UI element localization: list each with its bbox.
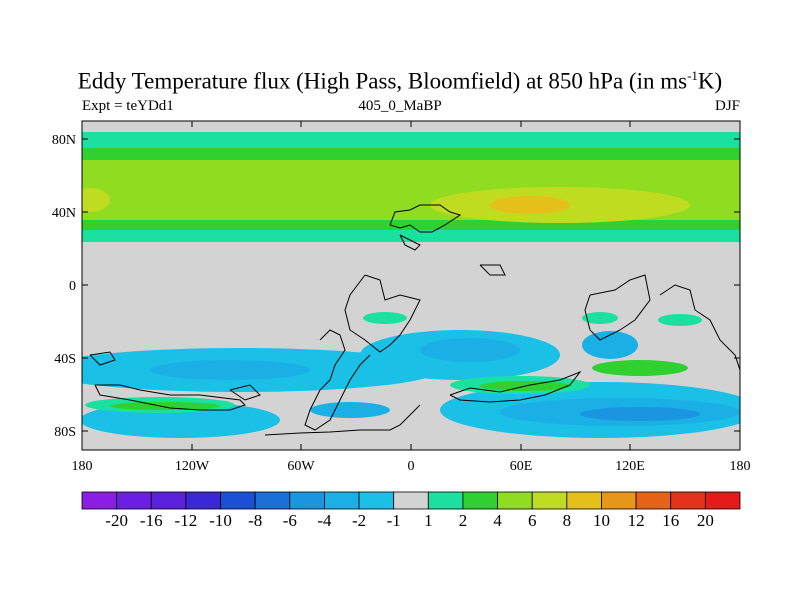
season-label: DJF xyxy=(714,98,740,114)
coastline-island-a xyxy=(89,351,116,366)
colorbar-swatch xyxy=(289,491,325,510)
coastline-arabia xyxy=(479,264,506,276)
lon-label-180e: 180 xyxy=(730,459,751,474)
colorbar-swatch xyxy=(635,491,672,510)
region-pos-2-south xyxy=(110,402,220,410)
colorbar-swatch xyxy=(358,491,395,510)
colorbar-swatch xyxy=(185,491,221,510)
region-neg-4 xyxy=(580,407,700,421)
colorbar-label: -10 xyxy=(209,511,232,530)
coastline-asia-east xyxy=(659,284,740,371)
colorbar-label: 8 xyxy=(563,511,572,530)
colorbar-label: -4 xyxy=(317,511,332,530)
colorbar-label: -8 xyxy=(248,511,262,530)
region-neg-2e xyxy=(310,402,390,418)
colorbar-swatch xyxy=(531,491,568,510)
coastline-india xyxy=(584,274,651,341)
lon-tick-marks xyxy=(81,121,741,450)
colorbar-label: -2 xyxy=(352,511,366,530)
colorbar-swatch xyxy=(427,491,464,510)
colorbar-label: -20 xyxy=(105,511,128,530)
colorbar-label: 12 xyxy=(628,511,645,530)
lat-label-40n: 40N xyxy=(52,206,76,221)
colorbar-swatch xyxy=(116,491,152,510)
colorbar-swatch xyxy=(220,491,256,510)
colorbar-swatch xyxy=(81,491,118,510)
colorbar-swatch xyxy=(393,491,429,510)
region-neg-2c xyxy=(582,331,638,359)
colorbar-swatch xyxy=(462,491,498,510)
region-neg-2 xyxy=(150,360,310,380)
lat-label-80n: 80N xyxy=(52,133,76,148)
coastline-africa xyxy=(344,274,421,353)
lon-label-60w: 60W xyxy=(287,459,315,474)
colorbar-label: 1 xyxy=(424,511,433,530)
lat-label-0: 0 xyxy=(69,279,76,294)
lon-label-180w: 180 xyxy=(72,459,93,474)
colorbar-swatch xyxy=(324,491,360,510)
region-neg-2b xyxy=(420,338,520,362)
colorbar-swatch xyxy=(150,491,187,510)
map-title: Eddy Temperature flux (High Pass, Bloomf… xyxy=(77,68,723,94)
region-pos-1-e xyxy=(658,314,702,326)
colorbar xyxy=(81,491,741,510)
colorbar-label: 20 xyxy=(697,511,714,530)
colorbar-swatch xyxy=(670,491,706,510)
coastline-mediterranean xyxy=(399,234,421,251)
colorbar-label: 6 xyxy=(528,511,537,530)
colorbar-swatch xyxy=(704,491,741,510)
region-pos-1-c xyxy=(363,312,407,324)
lat-label-40s: 40S xyxy=(54,352,76,367)
colorbar-swatch xyxy=(566,491,602,510)
coastline-antarctic-edge xyxy=(94,384,246,411)
map-field xyxy=(82,121,740,450)
lat-label-80s: 80S xyxy=(54,425,76,440)
coastline-south-america xyxy=(304,329,371,431)
colorbar-label: -12 xyxy=(175,511,198,530)
case-label: 405_0_MaBP xyxy=(358,98,442,114)
region-pos-8-west xyxy=(82,188,110,212)
colorbar-label: 4 xyxy=(493,511,502,530)
region-pos-1-d xyxy=(582,312,618,324)
coastline-europe xyxy=(389,204,462,233)
coastline-australia xyxy=(449,370,582,403)
region-pos-10 xyxy=(490,196,570,214)
colorbar-swatch xyxy=(497,491,533,510)
region-pos-2-southc xyxy=(592,360,688,376)
colorbar-label: 16 xyxy=(662,511,679,530)
lon-label-120e: 120E xyxy=(615,459,645,474)
experiment-label: Expt = teYDd1 xyxy=(82,98,174,114)
lon-label-60e: 60E xyxy=(510,459,533,474)
coastline-antarctica xyxy=(264,404,421,436)
colorbar-label: -6 xyxy=(283,511,297,530)
colorbar-labels: -20 -16 -12 -10 -8 -6 -4 -2 -1 1 2 4 6 8… xyxy=(105,511,714,530)
colorbar-swatch xyxy=(601,491,637,510)
lat-tick-marks xyxy=(82,138,740,432)
lon-label-120w: 120W xyxy=(175,459,210,474)
colorbar-label: 2 xyxy=(459,511,468,530)
coastlines xyxy=(89,204,740,436)
colorbar-swatch xyxy=(254,491,291,510)
colorbar-label: -16 xyxy=(140,511,163,530)
lon-label-0: 0 xyxy=(408,459,415,474)
colorbar-label: -1 xyxy=(387,511,401,530)
colorbar-label: 10 xyxy=(593,511,610,530)
coastline-island-b xyxy=(229,384,261,401)
